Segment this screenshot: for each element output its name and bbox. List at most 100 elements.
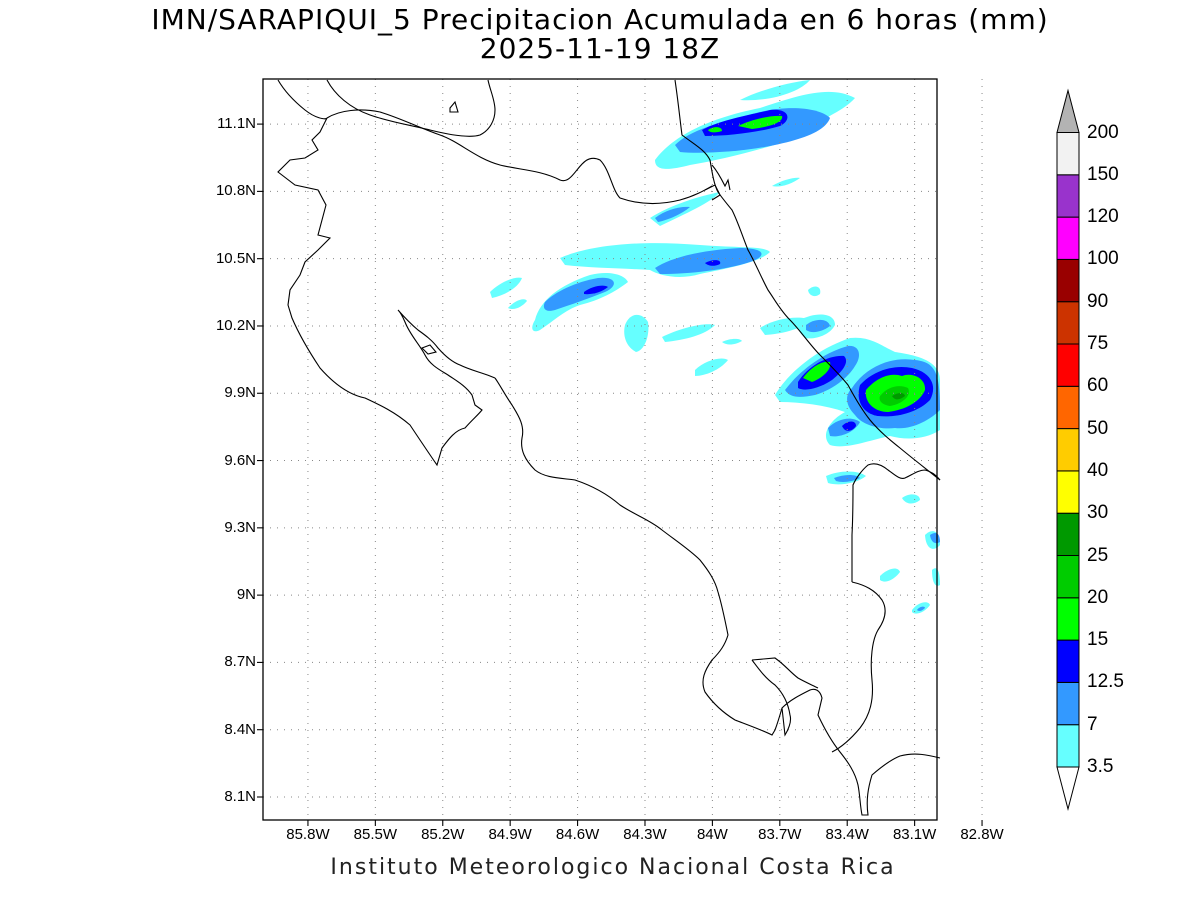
colorbar-segment bbox=[1056, 639, 1080, 683]
colorbar-segment bbox=[1056, 343, 1080, 387]
precip-area-3.5 bbox=[508, 299, 527, 310]
latitude-label: 9.9N bbox=[224, 384, 256, 402]
latitude-label: 11.1N bbox=[217, 115, 256, 133]
colorbar-level-label: 25 bbox=[1087, 544, 1109, 566]
colorbar bbox=[1056, 88, 1080, 811]
latitude-label: 8.4N bbox=[224, 720, 256, 738]
coastline-layer bbox=[277, 79, 941, 816]
san-juan-delta bbox=[704, 164, 731, 201]
north-pacific-coast bbox=[277, 79, 496, 467]
map-subtitle-datetime: 2025-11-19 18Z bbox=[479, 32, 721, 65]
precipitation-layer bbox=[490, 80, 940, 614]
colorbar-segment bbox=[1056, 470, 1080, 514]
colorbar-level-label: 120 bbox=[1087, 206, 1119, 228]
colorbar-segment bbox=[1056, 428, 1080, 472]
colorbar-segment bbox=[1056, 258, 1080, 303]
longitude-label: 82.8W bbox=[960, 826, 1004, 843]
colorbar-segment bbox=[1056, 301, 1080, 345]
colorbar-level-label: 100 bbox=[1087, 248, 1119, 270]
longitude-label: 84.9W bbox=[488, 826, 532, 843]
longitude-label: 84W bbox=[696, 826, 728, 843]
latitude-label: 8.1N bbox=[224, 788, 256, 805]
nicaragua-lake-shore bbox=[326, 79, 496, 137]
precip-area-3.5 bbox=[624, 314, 649, 352]
precip-area-3.5 bbox=[772, 177, 800, 187]
colorbar-level-label: 15 bbox=[1087, 629, 1109, 651]
longitude-label: 85.5W bbox=[353, 826, 398, 843]
precip-area-15 bbox=[708, 127, 722, 133]
colorbar-segment bbox=[1056, 681, 1080, 726]
precip-area-12.5 bbox=[584, 285, 608, 295]
precip-area-7 bbox=[655, 206, 690, 222]
colorbar-under-triangle bbox=[1056, 766, 1080, 811]
colorbar-level-label: 50 bbox=[1087, 417, 1109, 439]
precip-area-3.5 bbox=[722, 338, 742, 345]
golfo-dulce bbox=[751, 657, 819, 689]
colorbar-level-label: 150 bbox=[1087, 163, 1119, 185]
colorbar-segment bbox=[1056, 216, 1080, 260]
latitude-label: 10.2N bbox=[215, 316, 256, 334]
latitude-label: 10.8N bbox=[215, 182, 256, 200]
footer-credit: Instituto Meteorologico Nacional Costa R… bbox=[330, 855, 896, 880]
latitude-label: 10.5N bbox=[215, 249, 256, 267]
longitude-label: 85.2W bbox=[421, 826, 465, 843]
caribbean-coast bbox=[674, 79, 941, 481]
precip-area-3.5 bbox=[902, 494, 920, 504]
precip-area-12.5 bbox=[842, 421, 856, 431]
precip-area-3.5 bbox=[880, 568, 900, 582]
precip-area-3.5 bbox=[695, 358, 728, 376]
precip-area-12.5 bbox=[702, 109, 788, 136]
colorbar-level-label: 200 bbox=[1087, 121, 1119, 143]
map-title: IMN/SARAPIQUI_5 Precipitacion Acumulada … bbox=[151, 3, 1049, 36]
colorbar-segment bbox=[1056, 132, 1080, 176]
longitude-label: 83.1W bbox=[892, 826, 937, 843]
colorbar-segment bbox=[1056, 724, 1080, 768]
precip-area-7 bbox=[543, 277, 614, 311]
latitude-label: 9.3N bbox=[224, 518, 256, 536]
latitude-label: 9N bbox=[236, 586, 256, 604]
nicaragua-costa-rica-border bbox=[326, 109, 713, 205]
colorbar-level-label: 7 bbox=[1087, 713, 1098, 735]
gulf-island bbox=[421, 344, 437, 355]
colorbar-segment bbox=[1056, 555, 1080, 599]
colorbar-segment bbox=[1056, 385, 1080, 430]
colorbar-level-label: 30 bbox=[1087, 502, 1109, 524]
colorbar-level-label: 90 bbox=[1087, 290, 1109, 312]
colorbar-segment bbox=[1056, 597, 1080, 641]
precip-area-7 bbox=[655, 248, 762, 274]
nicaragua-lake-island bbox=[449, 100, 459, 113]
precip-area-3.5 bbox=[808, 286, 821, 297]
colorbar-segment bbox=[1056, 174, 1080, 218]
precip-area-7 bbox=[917, 606, 925, 612]
precip-area-3.5 bbox=[662, 324, 715, 342]
panama-border bbox=[831, 463, 941, 753]
longitude-label: 84.6W bbox=[555, 826, 600, 843]
precip-area-3.5 bbox=[740, 80, 810, 101]
colorbar-level-label: 12.5 bbox=[1087, 671, 1124, 693]
plot-frame bbox=[262, 78, 938, 821]
axis-ticks bbox=[257, 123, 983, 826]
colorbar-level-label: 75 bbox=[1087, 333, 1109, 354]
colorbar-segment bbox=[1056, 512, 1080, 557]
precip-area-15 bbox=[738, 115, 783, 129]
precip-area-15 bbox=[803, 361, 831, 382]
longitude-label: 85.8W bbox=[286, 826, 330, 843]
precip-area-25 bbox=[892, 393, 905, 400]
precip-area-3.5 bbox=[490, 277, 522, 298]
osa-peninsula bbox=[751, 659, 941, 816]
colorbar-level-label: 20 bbox=[1087, 586, 1109, 608]
longitude-label: 83.7W bbox=[758, 826, 802, 843]
colorbar-over-triangle bbox=[1056, 88, 1080, 133]
precip-area-12.5 bbox=[705, 260, 721, 266]
precip-area-7 bbox=[806, 319, 830, 333]
precip-area-3.5 bbox=[932, 568, 940, 586]
central-pacific-coast bbox=[494, 377, 783, 736]
colorbar-level-label: 3.5 bbox=[1087, 756, 1114, 777]
longitude-label: 83.4W bbox=[825, 826, 869, 843]
map-grid bbox=[263, 79, 983, 820]
latitude-label: 9.6N bbox=[224, 451, 256, 469]
latitude-label: 8.7N bbox=[224, 653, 256, 671]
colorbar-level-label: 40 bbox=[1087, 459, 1109, 481]
colorbar-level-label: 60 bbox=[1087, 375, 1109, 397]
